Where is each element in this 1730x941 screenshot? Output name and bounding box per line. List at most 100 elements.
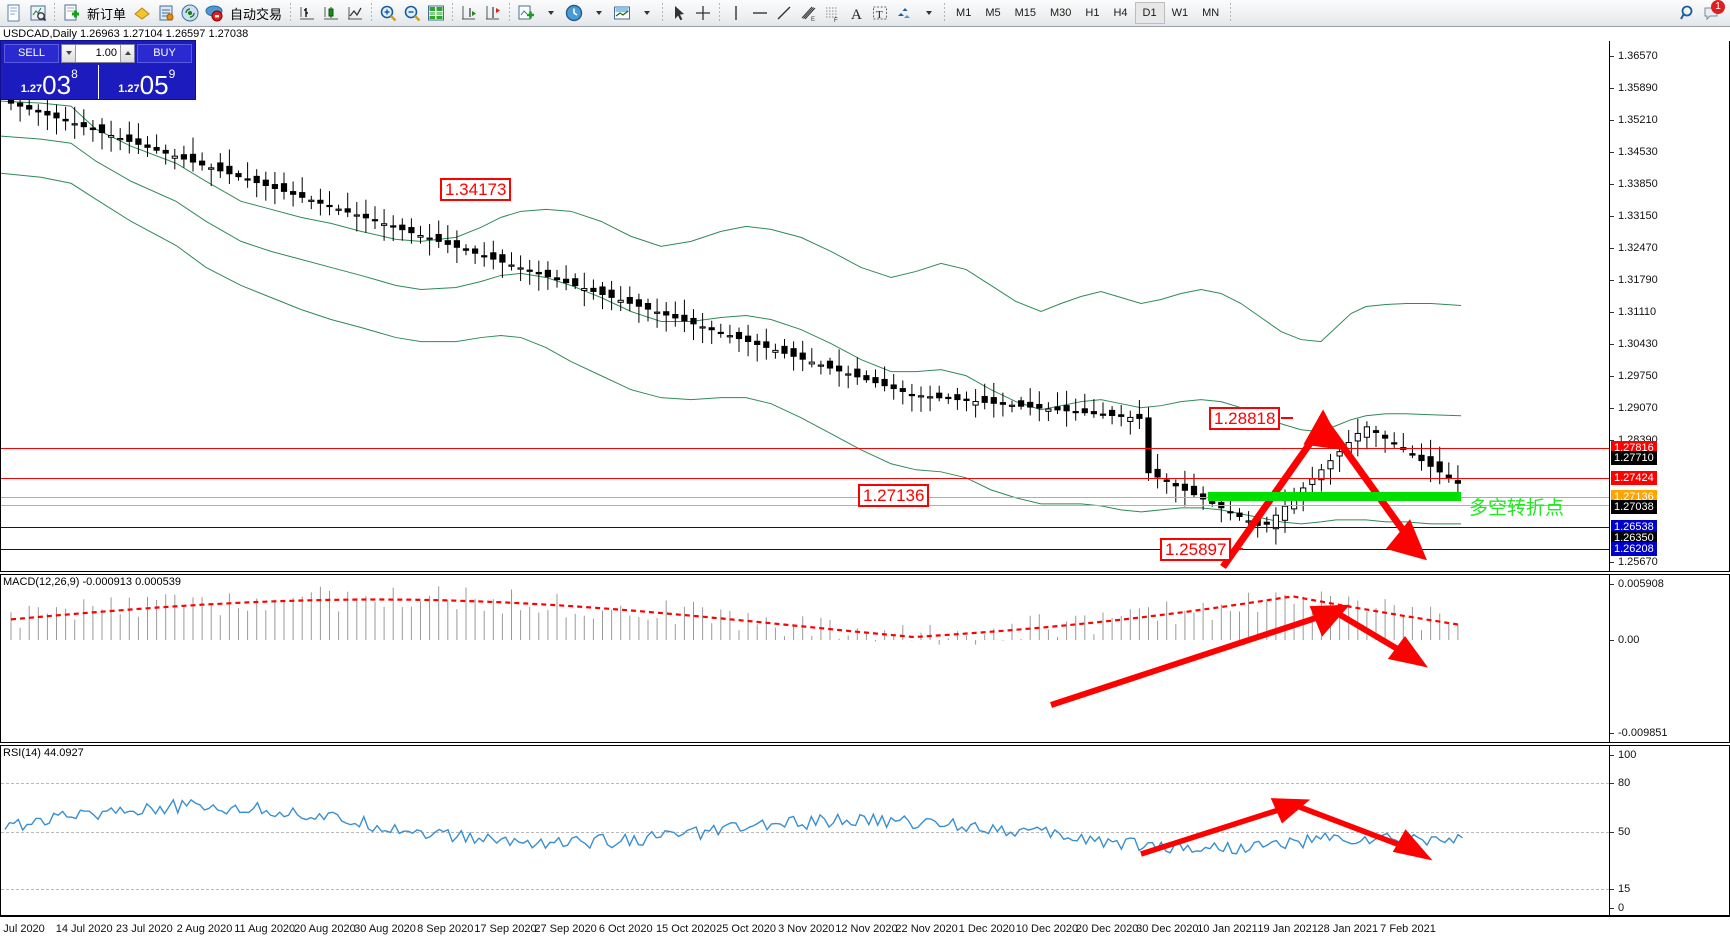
data-window-icon[interactable] (26, 1, 50, 25)
sell-price-prefix: 1.27 (20, 83, 43, 95)
timeframe-h1[interactable]: H1 (1085, 7, 1100, 19)
indicators-dropdown-arrow[interactable] (538, 1, 562, 25)
zoom-out-icon[interactable] (400, 1, 424, 25)
volume-increase-button[interactable] (120, 44, 134, 62)
annotation-1-27136[interactable]: 1.27136 (858, 484, 930, 507)
grid-icon[interactable] (424, 1, 448, 25)
price-tag-1-27038: 1.27038 (1611, 500, 1657, 514)
templates-icon[interactable] (610, 1, 634, 25)
volume-stepper[interactable]: 1.00 (61, 43, 135, 63)
alert-badge: 1 (1711, 0, 1725, 14)
chart-area[interactable]: 1.34173 1.28818 1.27136 1.25897 多空转折点 1.… (0, 41, 1730, 916)
expert-advisor-icon[interactable] (130, 1, 154, 25)
price-tick-5: 1.33150 (1610, 210, 1658, 222)
price-plot[interactable]: 1.34173 1.28818 1.27136 1.25897 多空转折点 (1, 41, 1609, 571)
date-tick-5: 20 Aug 2020 (293, 923, 356, 935)
date-tick-17: 10 Dec 2020 (1015, 923, 1079, 935)
templates-dropdown-arrow[interactable] (634, 1, 658, 25)
rsi-up-arrow-head (1270, 798, 1311, 824)
fibonacci-icon[interactable]: F (820, 1, 844, 25)
timeframe-m5[interactable]: M5 (985, 7, 1001, 19)
new-order-label[interactable]: 新订单 (87, 6, 127, 22)
rsi-plot[interactable] (1, 746, 1609, 915)
date-tick-21: 19 Jan 2021 (1257, 923, 1318, 935)
macd-plot[interactable] (1, 575, 1609, 742)
rsi-level-15 (1, 889, 1609, 890)
timeframe-w1[interactable]: W1 (1171, 7, 1189, 19)
price-tick-2: 1.35210 (1610, 114, 1658, 126)
one-click-trading-panel[interactable]: SELL 1.00 BUY 1.27 03 8 1.27 05 9 (0, 40, 196, 100)
text-icon[interactable]: A (844, 1, 868, 25)
horizontal-line-icon[interactable] (748, 1, 772, 25)
timeframe-h4[interactable]: H4 (1113, 7, 1128, 19)
timeframe-d1[interactable]: D1 (1134, 2, 1165, 24)
line-chart-icon[interactable] (343, 1, 367, 25)
annotation-1-28818[interactable]: 1.28818 (1209, 407, 1281, 430)
search-icon[interactable] (1676, 1, 1700, 25)
date-tick-22: 28 Jan 2021 (1317, 923, 1379, 935)
new-order-icon[interactable] (59, 1, 83, 25)
alerts-icon[interactable]: 1 (1700, 0, 1725, 25)
period-separator-icon[interactable] (457, 1, 481, 25)
vertical-line-icon[interactable] (724, 1, 748, 25)
sell-button[interactable]: SELL (4, 43, 59, 63)
crosshair-icon[interactable] (691, 1, 715, 25)
annotation-1-28818-leader (1281, 417, 1293, 419)
macd-pane[interactable]: MACD(12,26,9) -0.000913 0.000539 0.00590… (0, 574, 1730, 743)
trendline-icon[interactable] (772, 1, 796, 25)
autotrading-label[interactable]: 自动交易 (230, 6, 283, 22)
rsi-tick-0: 0 (1610, 902, 1624, 914)
price-tag-1-27710: 1.27710 (1611, 451, 1657, 465)
shapes-dropdown-arrow[interactable] (916, 1, 940, 25)
price-axis[interactable]: 1.36570 1.35890 1.35210 1.34530 1.33850 … (1609, 41, 1729, 571)
period-dropdown-arrow[interactable] (586, 1, 610, 25)
timeframe-m15[interactable]: M15 (1014, 7, 1036, 19)
equidistant-channel-icon[interactable]: E (796, 1, 820, 25)
timeframe-mn[interactable]: MN (1202, 7, 1220, 19)
annotation-1-34173[interactable]: 1.34173 (440, 178, 512, 201)
volume-decrease-button[interactable] (62, 44, 76, 62)
bar-chart-icon[interactable] (295, 1, 319, 25)
symbol-info-line: USDCAD,Daily 1.26963 1.27104 1.26597 1.2… (3, 28, 249, 40)
down-trend-arrow-head (1385, 519, 1427, 561)
toolbar-separator-7 (719, 3, 721, 23)
annotation-chinese-note[interactable]: 多空转折点 (1469, 497, 1565, 519)
cursor-icon[interactable] (667, 1, 691, 25)
text-label-icon[interactable]: T (868, 1, 892, 25)
sell-price[interactable]: 1.27 03 8 (1, 65, 99, 99)
strategy-tester-icon[interactable] (154, 1, 178, 25)
shapes-icon[interactable] (892, 1, 916, 25)
date-tick-6: 30 Aug 2020 (354, 923, 416, 935)
buy-price[interactable]: 1.27 05 9 (99, 65, 196, 99)
date-tick-11: 15 Oct 2020 (655, 923, 716, 935)
date-tick-12: 25 Oct 2020 (716, 923, 777, 935)
rsi-pane[interactable]: RSI(14) 44.0927 100 80 50 (0, 745, 1730, 916)
rsi-up-arrow-line (1140, 803, 1292, 857)
rsi-axis[interactable]: 100 80 50 15 0 (1609, 746, 1729, 915)
signals-icon[interactable] (178, 1, 202, 25)
price-pane[interactable]: 1.34173 1.28818 1.27136 1.25897 多空转折点 1.… (0, 41, 1730, 572)
period-clock-icon[interactable] (562, 1, 586, 25)
volume-input[interactable]: 1.00 (95, 46, 117, 59)
date-tick-8: 17 Sep 2020 (474, 923, 537, 935)
price-tag-1-26538: 1.26538 (1611, 520, 1657, 534)
macd-axis[interactable]: 0.005908 0.00 -0.009851 (1609, 575, 1729, 742)
new-document-icon[interactable] (2, 1, 26, 25)
zoom-in-icon[interactable] (376, 1, 400, 25)
macd-tick-top: 0.005908 (1610, 578, 1664, 590)
timeframe-m1[interactable]: M1 (956, 7, 972, 19)
indicators-icon[interactable] (514, 1, 538, 25)
candlestick-chart-icon[interactable] (319, 1, 343, 25)
date-tick-18: 20 Dec 2020 (1075, 923, 1139, 935)
timeframe-m30[interactable]: M30 (1050, 7, 1072, 19)
svg-text:E: E (811, 17, 815, 23)
ohlc-icon[interactable] (481, 1, 505, 25)
date-tick-23: 7 Feb 2021 (1380, 923, 1436, 935)
toolbar-separator-4 (452, 3, 454, 23)
autotrading-icon[interactable] (202, 1, 226, 25)
annotation-1-25897[interactable]: 1.25897 (1160, 538, 1232, 561)
date-axis[interactable]: Jul 2020 14 Jul 2020 23 Jul 2020 2 Aug 2020… (0, 916, 1730, 941)
price-tag-1-26208: 1.26208 (1611, 542, 1657, 556)
sell-price-main: 03 (42, 70, 72, 100)
buy-button[interactable]: BUY (137, 43, 192, 63)
